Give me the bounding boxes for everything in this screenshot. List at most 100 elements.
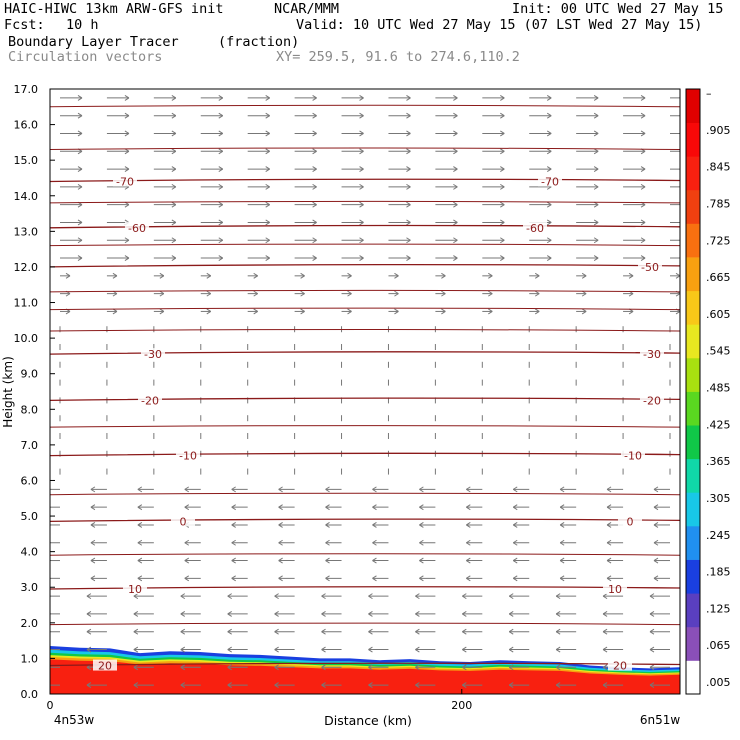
vector-arrowhead <box>508 646 514 653</box>
vector-arrowhead <box>500 166 505 172</box>
isotherm-label: -50 <box>641 261 659 274</box>
vector-arrowhead <box>555 628 561 635</box>
vector-arrowhead <box>300 308 305 315</box>
vector-arrowhead <box>462 664 467 671</box>
vector-arrowhead <box>274 646 279 653</box>
colorbar-label: .905 <box>706 124 731 137</box>
vector-arrowhead <box>508 593 514 600</box>
vector-arrowhead <box>649 664 655 671</box>
vector-arrowhead <box>453 219 458 226</box>
vector-arrowhead <box>159 308 165 315</box>
y-tick-label: 0.0 <box>21 688 39 701</box>
vector-arrowhead <box>133 628 139 635</box>
isotherm-line <box>50 452 680 457</box>
vector-arrowhead <box>593 94 599 101</box>
vector-arrowhead <box>321 664 326 671</box>
isotherm-label: 20 <box>613 660 627 673</box>
vector-arrowhead <box>534 308 540 315</box>
vector-arrowhead <box>227 593 232 600</box>
vector-arrowhead <box>581 272 587 279</box>
vector-arrowhead <box>462 646 467 653</box>
colorbar-swatch <box>686 156 700 191</box>
init-time: Init: 00 UTC Wed 27 May 15 <box>512 1 724 17</box>
vector-arrowhead <box>546 237 552 244</box>
isotherm-label: 20 <box>98 660 112 673</box>
vector-arrowhead <box>231 575 236 582</box>
isotherm-label: 10 <box>608 583 622 596</box>
vector-arrowhead <box>500 148 505 155</box>
vector-arrowhead <box>321 628 326 635</box>
vector-arrowhead <box>137 557 143 564</box>
y-tick-label: 7.0 <box>21 439 39 452</box>
y-tick-label: 5.0 <box>21 510 39 523</box>
vector-arrowhead <box>453 255 458 261</box>
vector-arrowhead <box>312 148 317 155</box>
vector-arrowhead <box>124 94 130 101</box>
vector-arrowhead <box>653 575 659 582</box>
vector-arrowhead <box>325 557 330 564</box>
vector-arrowhead <box>500 130 505 137</box>
vector-arrowhead <box>415 664 420 671</box>
isotherm-line <box>50 307 680 311</box>
vector-arrowhead <box>325 522 330 528</box>
organization-label: NCAR/MMM <box>274 1 340 17</box>
vector-arrowhead <box>640 255 646 261</box>
vector-arrowhead <box>359 183 364 190</box>
vector-arrowhead <box>593 255 599 261</box>
vector-arrowhead <box>278 539 283 546</box>
vector-arrowhead <box>124 237 130 244</box>
vector-arrowhead <box>453 201 458 208</box>
vector-arrowhead <box>441 308 446 315</box>
vector-arrowhead <box>86 628 92 635</box>
vector-arrowhead <box>653 557 659 564</box>
vector-arrowhead <box>325 504 330 511</box>
vector-arrowhead <box>40 683 44 688</box>
vector-arrowhead <box>321 593 326 600</box>
vector-arrowhead <box>546 201 552 208</box>
vector-arrowhead <box>124 130 130 137</box>
vector-arrowhead <box>453 237 458 244</box>
vector-arrowhead <box>453 166 458 172</box>
vector-arrowhead <box>453 112 458 119</box>
vector-arrowhead <box>133 682 139 689</box>
y-tick-label: 6.0 <box>21 474 39 487</box>
valid-time: Valid: 10 UTC Wed 27 May 15 (07 LST Wed … <box>296 17 703 33</box>
vector-arrowhead <box>253 272 258 279</box>
colorbar-label: .425 <box>706 418 731 431</box>
vector-arrowhead <box>419 557 424 564</box>
vector-arrowhead <box>90 557 96 564</box>
vector-arrowhead <box>171 130 177 137</box>
vector-arrowhead <box>171 112 177 119</box>
vector-arrowhead <box>265 219 270 226</box>
vector-arrowhead <box>321 682 326 689</box>
colorbar-label: – <box>706 87 712 100</box>
vector-arrowhead <box>593 183 599 190</box>
vector-arrowhead <box>368 646 373 653</box>
field-unit: (fraction) <box>218 34 300 50</box>
colorbar-label: .185 <box>706 566 731 579</box>
colorbar-label: .545 <box>706 345 731 358</box>
vector-arrowhead <box>512 539 518 546</box>
vector-arrowhead <box>653 522 659 528</box>
vector-arrowhead <box>508 611 514 617</box>
vector-arrowhead <box>368 682 373 689</box>
vector-arrowhead <box>300 272 305 279</box>
vector-arrowhead <box>593 166 599 172</box>
colorbar-label: .365 <box>706 455 731 468</box>
vector-arrowhead <box>500 201 505 208</box>
vector-arrowhead <box>466 557 471 564</box>
vector-arrowhead <box>462 611 467 617</box>
vector-arrowhead <box>359 255 364 261</box>
isotherm-label-bg <box>638 260 662 272</box>
vector-arrowhead <box>368 664 373 671</box>
vector-arrowhead <box>265 255 270 261</box>
isotherm-label-bg <box>138 394 162 406</box>
vector-arrowhead <box>40 665 44 670</box>
vector-arrowhead <box>274 664 279 671</box>
vector-arrowhead <box>372 575 377 582</box>
vector-arrowhead <box>372 539 377 546</box>
isotherm-label-bg <box>93 659 117 671</box>
vector-arrowhead <box>640 112 646 119</box>
vector-arrowhead <box>640 183 646 190</box>
